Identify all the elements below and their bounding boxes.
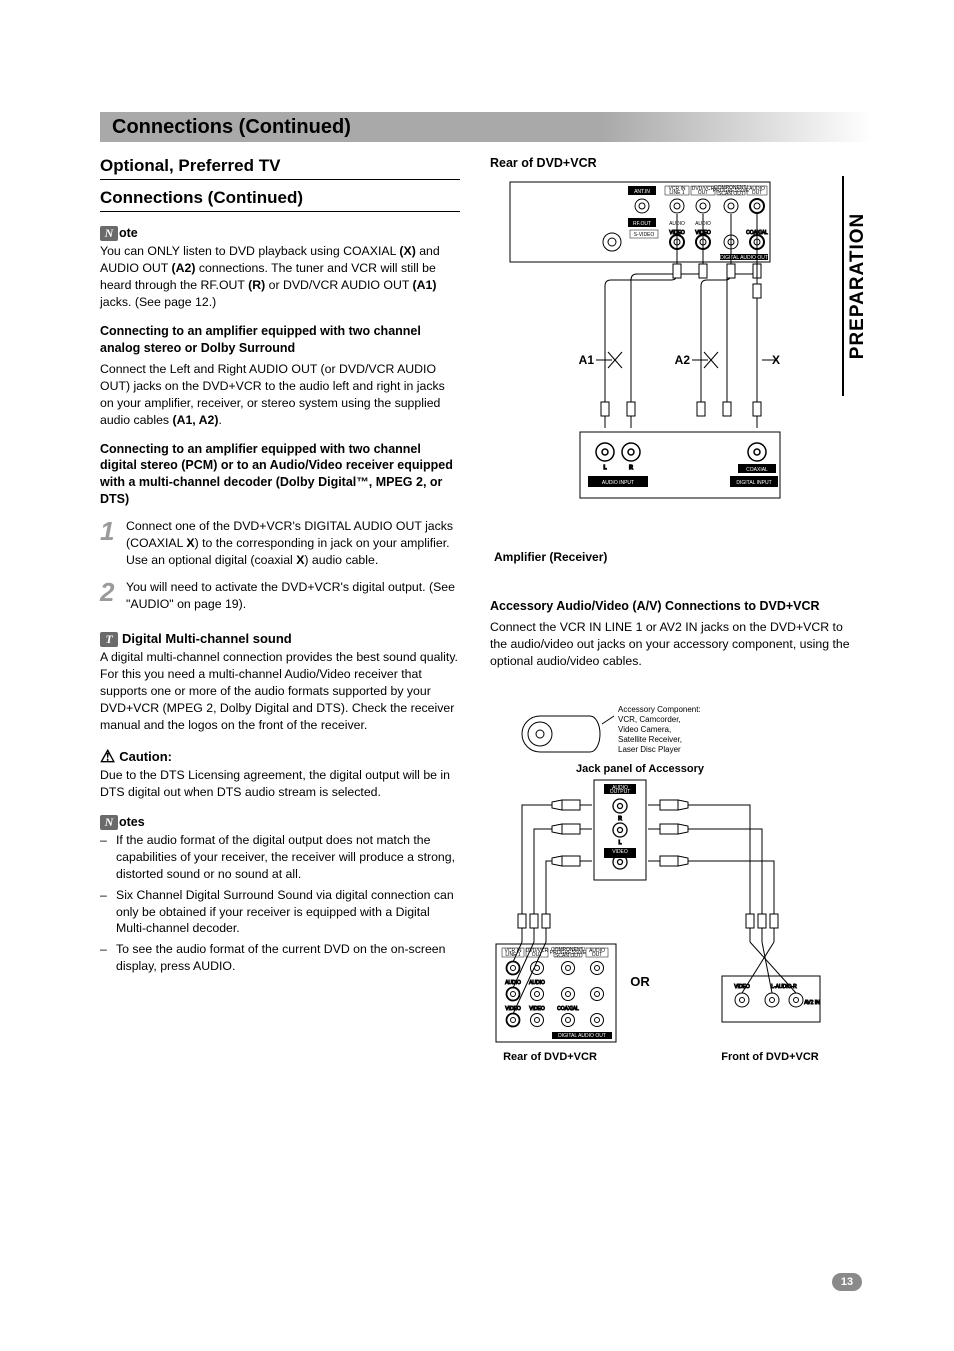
svg-text:DIGITAL AUDIO OUT: DIGITAL AUDIO OUT [558,1033,606,1039]
note-heading: Note [100,226,460,241]
svg-text:OUT: OUT [592,952,603,958]
svg-text:L-AUDIO-R: L-AUDIO-R [771,984,797,990]
section-header-bar: Connections (Continued) [100,112,872,142]
t: ) audio cable. [304,553,378,567]
t: (A2) [172,261,196,275]
analog-amp-heading: Connecting to an amplifier equipped with… [100,323,460,357]
svg-text:VIDEO: VIDEO [505,1006,521,1012]
svg-text:Laser Disc Player: Laser Disc Player [618,745,681,754]
svg-text:SCAN OUT: SCAN OUT [555,953,581,959]
svg-text:Video Camera,: Video Camera, [618,725,671,734]
svg-text:LINE 1: LINE 1 [505,952,521,958]
left-column: Optional, Preferred TV Connections (Cont… [100,156,460,1106]
subheading-1: Optional, Preferred TV [100,156,460,180]
section-side-tab: PREPARATION [842,176,872,396]
svg-text:AUDIO: AUDIO [529,980,545,986]
t: You can ONLY listen to DVD playback usin… [100,244,399,258]
accessory-heading: Accessory Audio/Video (A/V) Connections … [490,598,850,615]
svg-text:L: L [604,465,607,471]
jack-panel-label: Jack panel of Accessory [576,763,705,775]
amp-audio-input-label: AUDIO INPUT [602,480,634,486]
svg-text:SCAN OUT: SCAN OUT [718,191,744,197]
svg-text:DIGITAL AUDIO OUT: DIGITAL AUDIO OUT [720,255,768,261]
figure-2: Accessory Component: VCR, Camcorder, Vid… [490,686,850,1096]
notes-item: Six Channel Digital Surround Sound via d… [100,887,460,938]
note-suffix: ote [119,226,138,240]
caution-heading: ⚠ Caution: [100,748,460,765]
svg-text:LINE 1: LINE 1 [669,190,685,196]
step-1-text: Connect one of the DVD+VCR's DIGITAL AUD… [126,518,460,569]
step-number-2: 2 [100,579,120,613]
tip-body: A digital multi-channel connection provi… [100,649,460,734]
section-header-text: Connections (Continued) [112,116,351,139]
note-icon: N [100,815,118,830]
caution-title: Caution: [119,749,172,764]
front-caption: Front of DVD+VCR [721,1051,819,1063]
or-label: OR [630,974,650,989]
analog-amp-body: Connect the Left and Right AUDIO OUT (or… [100,361,460,429]
svg-text:OUT: OUT [752,190,763,196]
page-number: 13 [832,1273,862,1291]
svg-text:VIDEO: VIDEO [612,849,628,855]
t: (X) [399,244,415,258]
step-1: 1 Connect one of the DVD+VCR's DIGITAL A… [100,518,460,569]
accessory-body: Connect the VCR IN LINE 1 or AV2 IN jack… [490,619,850,670]
svg-text:L: L [619,840,622,846]
notes-heading: Notes [100,815,460,830]
svg-text:R: R [618,816,622,822]
svg-text:Accessory Component:: Accessory Component: [618,705,701,714]
svg-text:OUTPUT: OUTPUT [610,789,631,795]
notes-item: If the audio format of the digital outpu… [100,832,460,883]
note-icon: N [100,226,118,241]
svg-text:OUTPUT: OUTPUT [610,875,631,881]
notes-item: To see the audio format of the current D… [100,941,460,975]
caution-body: Due to the DTS Licensing agreement, the … [100,767,460,801]
tip-heading: T Digital Multi-channel sound [100,631,460,647]
digital-amp-heading: Connecting to an amplifier equipped with… [100,441,460,509]
label-a1: A1 [579,353,595,367]
t: (R) [248,278,265,292]
svg-text:VCR, Camcorder,: VCR, Camcorder, [618,715,681,724]
svg-text:COAXIAL: COAXIAL [557,1006,579,1012]
svg-text:S-VIDEO: S-VIDEO [634,232,655,238]
svg-text:Satellite Receiver,: Satellite Receiver, [618,735,682,744]
svg-text:AUDIO: AUDIO [505,980,521,986]
step-2: 2 You will need to activate the DVD+VCR'… [100,579,460,613]
caution-icon: ⚠ [100,748,115,765]
tip-icon: T [100,632,118,647]
note-body: You can ONLY listen to DVD playback usin… [100,243,460,311]
t: (A1, A2) [172,413,218,427]
amp-coaxial-label: COAXIAL [746,467,768,473]
svg-text:R: R [629,465,633,471]
amplifier-caption: Amplifier (Receiver) [494,550,850,564]
notes-suffix: otes [119,815,145,829]
right-column: Rear of DVD+VCR ANT.IN VCR IN LINE 1 DVD… [490,156,850,1106]
notes-list: If the audio format of the digital outpu… [100,832,460,976]
svg-text:VIDEO: VIDEO [529,1006,545,1012]
t: X [186,536,194,550]
label-a2: A2 [675,353,691,367]
t: or DVD/VCR AUDIO OUT [265,278,412,292]
amp-digital-input-label: DIGITAL INPUT [736,480,771,486]
rear-caption: Rear of DVD+VCR [503,1051,597,1063]
t: jacks. (See page 12.) [100,295,216,309]
subheading-2: Connections (Continued) [100,188,460,212]
t: . [218,413,221,427]
step-number-1: 1 [100,518,120,569]
figure1-title: Rear of DVD+VCR [490,156,850,170]
t: Connect the Left and Right AUDIO OUT (or… [100,362,445,427]
t: (A1) [413,278,437,292]
svg-text:ANT.IN: ANT.IN [634,189,650,195]
svg-text:RF.OUT: RF.OUT [633,221,651,227]
svg-text:AV2 IN: AV2 IN [804,1000,820,1006]
svg-text:OUT: OUT [698,190,709,196]
step-2-text: You will need to activate the DVD+VCR's … [126,579,460,613]
section-side-tab-text: PREPARATION [847,213,869,359]
figure-1: ANT.IN VCR IN LINE 1 DVD/VCR OUT COMPONE… [490,176,850,564]
tip-title: Digital Multi-channel sound [122,631,292,646]
